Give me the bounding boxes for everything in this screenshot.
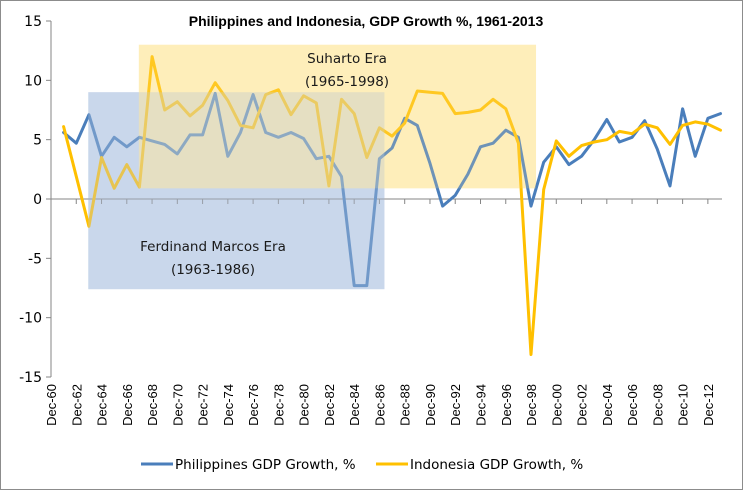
- x-tick-label: Dec-08: [650, 384, 665, 426]
- x-tick-label: Dec-60: [44, 384, 59, 426]
- x-tick-label: Dec-00: [549, 384, 564, 426]
- x-tick-label: Dec-82: [322, 384, 337, 426]
- chart-title: Philippines and Indonesia, GDP Growth %,…: [189, 13, 544, 29]
- x-tick-label: Dec-12: [701, 384, 716, 426]
- y-tick-label: -5: [28, 251, 42, 267]
- x-tick-label: Dec-96: [499, 384, 514, 426]
- y-tick-label: 10: [24, 73, 42, 89]
- marcos-era-label: Ferdinand Marcos Era: [140, 239, 286, 255]
- x-tick-label: Dec-10: [676, 384, 691, 426]
- legend-label-indonesia: Indonesia GDP Growth, %: [410, 457, 583, 473]
- x-tick-label: Dec-80: [297, 384, 312, 426]
- x-tick-label: Dec-90: [423, 384, 438, 426]
- x-tick-label: Dec-02: [575, 384, 590, 426]
- x-tick-label: Dec-66: [120, 384, 135, 426]
- y-tick-label: 5: [33, 133, 42, 149]
- x-tick-label: Dec-70: [170, 384, 185, 426]
- x-tick-label: Dec-72: [196, 384, 211, 426]
- x-tick-label: Dec-78: [271, 384, 286, 426]
- x-tick-label: Dec-84: [347, 384, 362, 426]
- y-tick-label: 15: [24, 14, 42, 30]
- suharto-era-years: (1965-1998): [305, 74, 389, 90]
- y-tick-label: 0: [33, 192, 42, 208]
- x-tick-label: Dec-92: [448, 384, 463, 426]
- x-tick-label: Dec-86: [372, 384, 387, 426]
- legend-label-philippines: Philippines GDP Growth, %: [175, 457, 356, 473]
- x-tick-label: Dec-62: [69, 384, 84, 426]
- x-tick-label: Dec-76: [246, 384, 261, 426]
- x-tick-label: Dec-98: [524, 384, 539, 426]
- x-tick-label: Dec-68: [145, 384, 160, 426]
- marcos-era-years: (1963-1986): [171, 262, 255, 278]
- x-tick-label: Dec-74: [221, 384, 236, 426]
- suharto-era-label: Suharto Era: [307, 51, 387, 67]
- y-tick-label: -15: [19, 370, 42, 386]
- y-tick-label: -10: [19, 311, 42, 327]
- x-tick-label: Dec-94: [473, 384, 488, 426]
- x-tick-label: Dec-06: [625, 384, 640, 426]
- x-tick-label: Dec-88: [398, 384, 413, 426]
- x-tick-label: Dec-64: [95, 384, 110, 426]
- x-tick-label: Dec-04: [600, 384, 615, 426]
